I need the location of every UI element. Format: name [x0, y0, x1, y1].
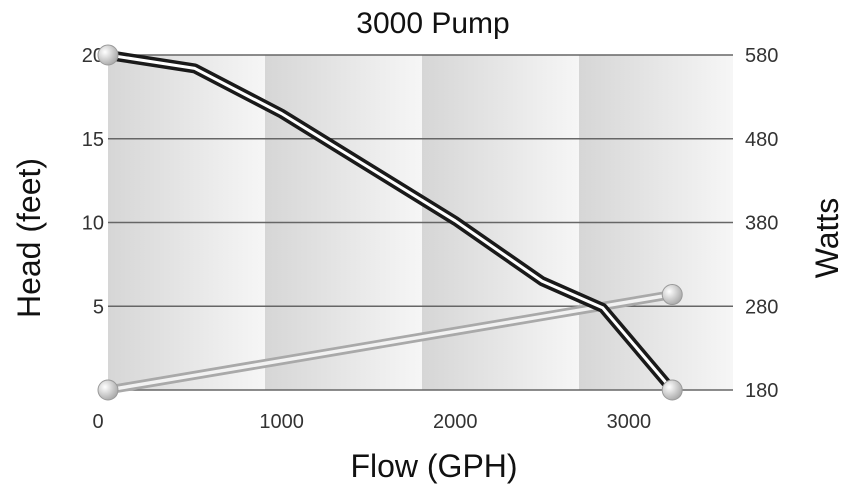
head-start-point — [97, 44, 119, 66]
chart-title: 3000 Pump — [356, 7, 509, 40]
head-end-point — [661, 379, 683, 401]
y2-tick-label: 380 — [745, 213, 778, 235]
x-tick-label: 2000 — [433, 411, 478, 433]
x-tick-labels: 0 1000 2000 3000 — [92, 411, 651, 433]
y2-tick-label: 580 — [745, 45, 778, 67]
horizontal-gridlines — [108, 54, 733, 391]
head-line — [106, 53, 674, 392]
y-axis-title: Head (feet) — [11, 158, 47, 318]
y2-tick-label: 280 — [745, 296, 778, 318]
watts-start-point — [97, 379, 119, 401]
watts-end-point — [661, 284, 683, 306]
x-tick-label: 3000 — [607, 411, 652, 433]
y2-tick-labels: 580 480 380 280 180 — [745, 45, 778, 402]
y-tick-label: 15 — [82, 129, 104, 151]
y-tick-labels: 20 15 10 5 — [82, 45, 104, 318]
watts-line — [106, 292, 674, 392]
series-lines — [103, 50, 678, 395]
y2-tick-label: 480 — [745, 129, 778, 151]
series-endpoints — [97, 44, 683, 401]
y-tick-label: 5 — [93, 296, 104, 318]
x-tick-label: 1000 — [259, 411, 304, 433]
y2-tick-label: 180 — [745, 380, 778, 402]
y-tick-label: 20 — [82, 45, 104, 67]
x-axis-title: Flow (GPH) — [350, 448, 517, 484]
x-tick-label: 0 — [92, 411, 103, 433]
y2-axis-title: Watts — [809, 198, 845, 279]
y-tick-label: 10 — [82, 213, 104, 235]
